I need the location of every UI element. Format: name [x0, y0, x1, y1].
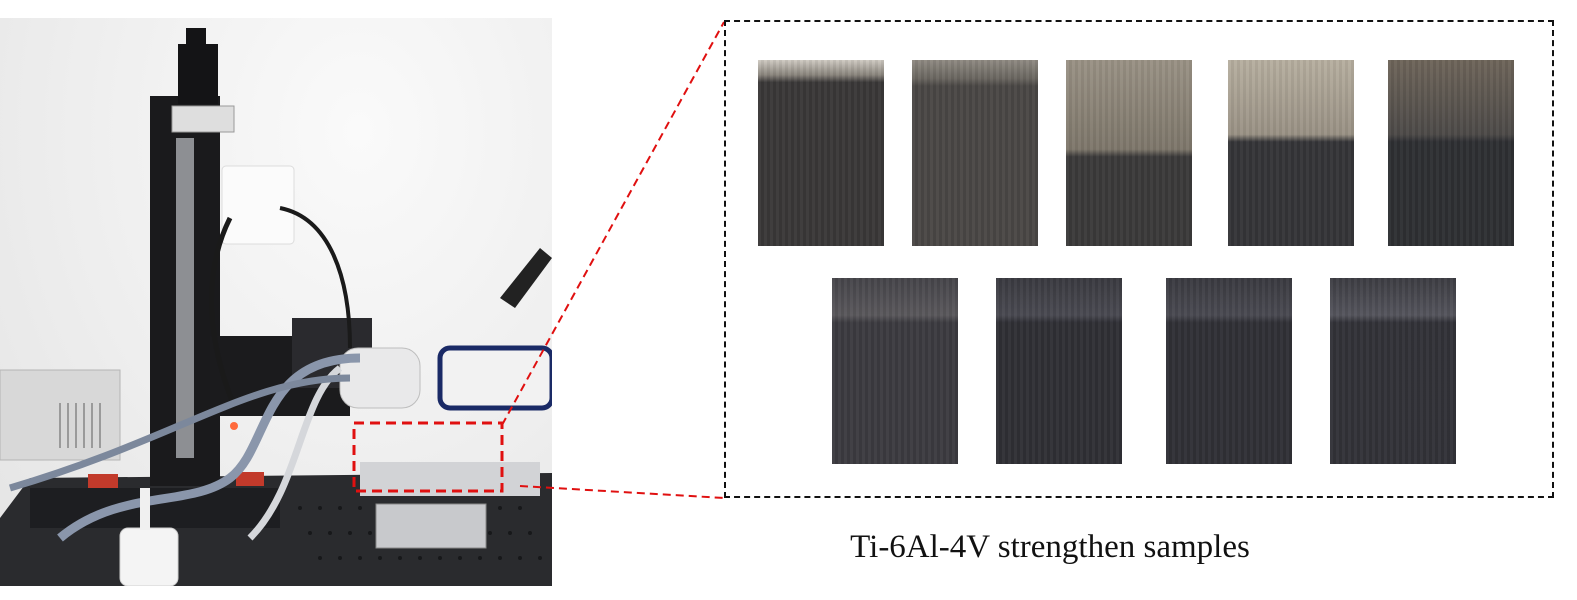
- sample-tile: [1066, 60, 1192, 246]
- sample-tile: [832, 278, 958, 464]
- coolant-hose: [57, 353, 361, 542]
- lab-jack: [375, 503, 487, 549]
- indicator-led: [230, 422, 238, 430]
- coolant-hose: [9, 374, 351, 492]
- sample-tile: [912, 60, 1038, 246]
- stepper-motor: [178, 44, 218, 104]
- sample-tile: [1388, 60, 1514, 246]
- sample-tile: [1330, 278, 1456, 464]
- power-cable: [209, 216, 238, 409]
- sample-tile: [996, 278, 1122, 464]
- apparatus-illustration: [0, 28, 552, 586]
- carriage-plate: [171, 105, 235, 133]
- connector-line-top: [501, 21, 725, 426]
- instrument-arm: [500, 248, 552, 308]
- motor-cap: [186, 28, 206, 48]
- connector-line-bottom: [519, 485, 725, 499]
- limit-switch: [236, 472, 264, 486]
- vent-grille: [59, 403, 101, 448]
- xy-stage: [30, 488, 280, 528]
- limit-switch: [88, 474, 118, 488]
- wall-outlet: [221, 165, 295, 245]
- sample-tile: [1166, 278, 1292, 464]
- lab-apparatus-photo: [0, 18, 552, 586]
- sample-tile: [758, 60, 884, 246]
- highlight-box: [352, 421, 504, 493]
- power-cable: [279, 206, 352, 349]
- zoom-inset-box: [724, 20, 1554, 498]
- lead-screw: [176, 138, 194, 458]
- figure-caption: Ti-6Al-4V strengthen samples: [850, 529, 1250, 565]
- sample-tile: [1228, 60, 1354, 246]
- wash-bottle-nozzle: [140, 488, 150, 530]
- instrument-housing: [437, 345, 552, 411]
